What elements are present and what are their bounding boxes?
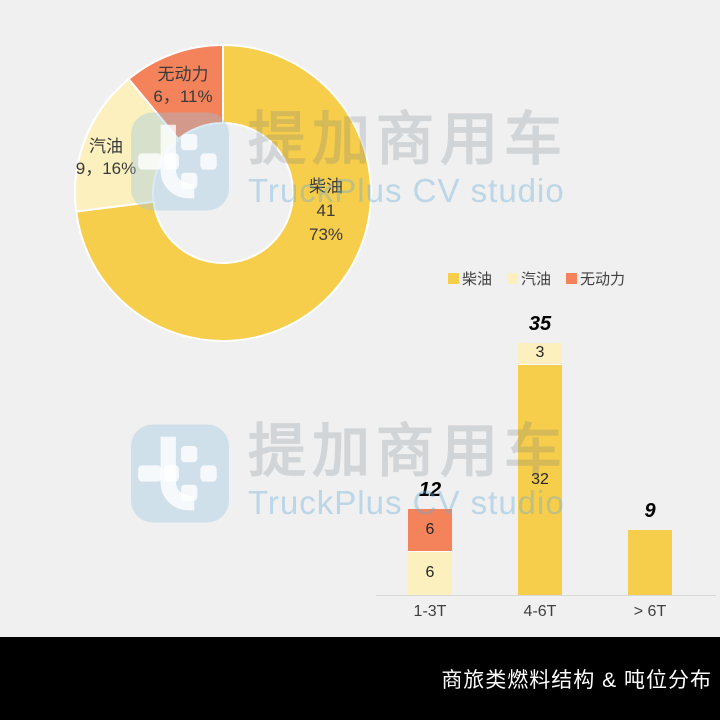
bar-> 6T xyxy=(628,530,672,595)
legend-label: 汽油 xyxy=(521,271,552,288)
segment-value-label: 3 xyxy=(535,344,545,362)
donut-label-line: 73% xyxy=(308,225,344,244)
donut-label-汽油: 汽油 9，16% xyxy=(76,136,136,180)
bar-segment-> 6T-柴油 xyxy=(628,530,672,595)
legend-item-汽油: 汽油 xyxy=(507,268,551,289)
donut-chart xyxy=(74,43,373,342)
bar-segment-4-6T-柴油: 32 xyxy=(518,364,562,595)
bar-segment-4-6T-汽油: 3 xyxy=(518,343,562,365)
segment-value-label: 6 xyxy=(425,520,435,538)
page-title: 商旅类燃料结构 & 吨位分布 xyxy=(441,668,712,692)
bar-4-6T: 32 3 xyxy=(518,343,562,595)
truckplus-logo-icon xyxy=(131,424,229,523)
donut-slice-柴油 xyxy=(75,43,373,342)
legend-swatch-icon xyxy=(507,273,519,284)
category-label-4-6T: 4-6T xyxy=(523,603,557,620)
legend-swatch-icon xyxy=(566,273,578,284)
segment-value-label: 6 xyxy=(425,564,435,582)
bar-total-label-> 6T: 9 xyxy=(644,500,656,523)
donut-label-line: 汽油 xyxy=(88,137,123,156)
donut-label-无动力: 无动力 6，11% xyxy=(153,64,212,108)
donut-label-line: 6，11% xyxy=(153,87,213,106)
x-axis-line xyxy=(376,595,716,596)
donut-label-line: 无动力 xyxy=(157,65,209,84)
bar-total-label-4-6T: 35 xyxy=(528,313,552,335)
bar-segment-1-3T-无动力: 6 xyxy=(408,508,452,552)
footer-bar: 商旅类燃料结构 & 吨位分布 xyxy=(0,637,720,720)
legend-swatch-icon xyxy=(448,273,459,284)
legend: 柴油 汽油 无动力 xyxy=(448,268,625,289)
legend-item-无动力: 无动力 xyxy=(566,268,625,289)
donut-label-line: 柴油 xyxy=(309,177,343,196)
bar-total-label-1-3T: 12 xyxy=(418,478,442,501)
watermark-middle: 提加商用车 TruckPlus CV studio xyxy=(130,422,568,525)
legend-label: 柴油 xyxy=(462,271,493,288)
donut-label-柴油: 柴油 41 73% xyxy=(309,175,343,247)
donut-label-line: 9，16% xyxy=(75,159,137,178)
donut-label-line: 41 xyxy=(316,201,336,220)
legend-item-柴油: 柴油 xyxy=(448,268,492,289)
bar-segment-1-3T-汽油: 6 xyxy=(408,551,452,595)
category-label-> 6T: > 6T xyxy=(633,603,667,620)
legend-label: 无动力 xyxy=(580,271,626,288)
segment-value-label: 32 xyxy=(531,470,549,488)
category-label-1-3T: 1-3T xyxy=(413,603,447,620)
